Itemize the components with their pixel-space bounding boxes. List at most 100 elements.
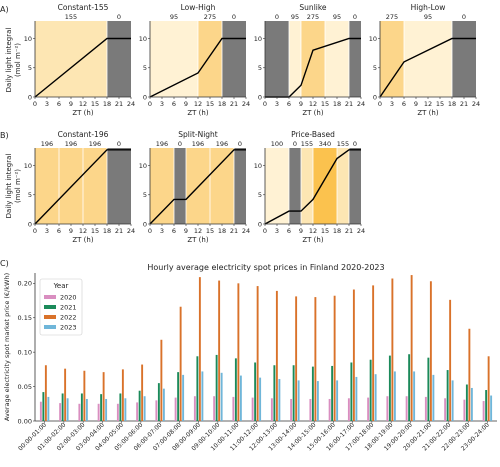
y-tick-label: 5: [143, 64, 147, 72]
light-segment: [313, 148, 337, 224]
panel-title: Low-High: [181, 3, 216, 12]
price-bar: [427, 357, 430, 421]
legend-label: 2023: [60, 324, 77, 332]
x-tick-label: 18: [103, 227, 111, 235]
segment-ppfd-label: 0: [293, 140, 297, 148]
x-tick-label: 15: [436, 100, 444, 108]
x-tick-label: 12: [424, 100, 432, 108]
segment-ppfd-label: 95: [170, 13, 178, 21]
price-bar: [295, 296, 298, 421]
x-tick-label: 3: [275, 227, 279, 235]
x-tick-label: 18: [103, 100, 111, 108]
price-bar: [251, 397, 254, 421]
segment-ppfd-label: 0: [275, 13, 279, 21]
price-bar: [449, 299, 452, 421]
price-bar: [487, 356, 490, 421]
price-bar: [328, 398, 331, 421]
price-bar: [141, 364, 144, 421]
price-bar: [485, 390, 488, 421]
x-tick-label: 0: [33, 227, 37, 235]
price-bar: [42, 392, 45, 421]
x-tick-label: 24: [357, 227, 365, 235]
light-segment: [83, 148, 107, 224]
segment-ppfd-label: 196: [65, 140, 77, 148]
y-tick-label: 10: [254, 162, 262, 170]
bar-y-tick-label: 0.15: [18, 314, 32, 322]
y-tick-label: 5: [28, 64, 32, 72]
x-tick-label: 15: [206, 227, 214, 235]
x-tick-label: 9: [299, 227, 303, 235]
x-tick-label: 15: [91, 227, 99, 235]
dli-line: [264, 149, 361, 225]
price-bar: [119, 393, 122, 421]
y-tick-label: 10: [369, 35, 377, 43]
segment-ppfd-label: 275: [204, 13, 216, 21]
dli-line: [34, 37, 131, 98]
price-bar: [83, 370, 86, 421]
light-segment: [289, 148, 301, 224]
panel-title: Price-Based: [291, 130, 335, 139]
price-bar: [468, 328, 471, 421]
price-bar: [254, 362, 257, 421]
segment-ppfd-label: 95: [291, 13, 299, 21]
x-tick-label: 12: [309, 100, 317, 108]
price-bar: [347, 398, 350, 421]
x-tick-label: 9: [299, 100, 303, 108]
row-b-ylabel: Daily light integral (mol m⁻²): [5, 154, 22, 219]
dli-line: [149, 149, 246, 225]
y-tick-label: 5: [143, 191, 147, 199]
x-tick-label: 6: [287, 100, 291, 108]
light-segment: [174, 148, 186, 224]
x-tick-label: 0: [148, 100, 152, 108]
x-tick-label: 0: [378, 100, 382, 108]
x-tick-label: 0: [263, 100, 267, 108]
bar-y-tick-label: 0.20: [18, 280, 32, 288]
price-bar: [64, 368, 67, 421]
price-bar: [278, 379, 281, 421]
x-tick-label: 21: [115, 227, 123, 235]
price-bar: [234, 358, 237, 421]
price-bar: [388, 355, 391, 421]
x-tick-label: 21: [345, 227, 353, 235]
y-tick-label: 0: [143, 220, 147, 228]
price-bar: [270, 398, 273, 421]
segment-ppfd-label: 0: [178, 140, 182, 148]
bar-y-tick-label: 0.10: [18, 348, 32, 356]
segment-ppfd-label: 340: [319, 140, 331, 148]
price-bar: [97, 403, 100, 421]
x-axis-label: ZT (h): [72, 109, 93, 117]
x-tick-label: 6: [57, 227, 61, 235]
price-bar: [61, 393, 64, 421]
y-tick-label: 0: [143, 93, 147, 101]
x-tick-label: 12: [309, 227, 317, 235]
y-tick-label: 0: [258, 220, 262, 228]
legend-frame: [39, 278, 83, 336]
price-bar: [116, 403, 119, 421]
price-bar: [78, 403, 81, 421]
light-segment: [265, 21, 289, 97]
x-tick-label: 3: [160, 227, 164, 235]
legend-label: 2021: [60, 304, 77, 312]
panel-label-c: C): [0, 259, 9, 268]
price-bar: [193, 396, 196, 421]
price-bar: [336, 380, 339, 421]
y-tick-label: 5: [258, 64, 262, 72]
legend-label: 2022: [60, 314, 77, 322]
price-bar: [59, 403, 62, 421]
x-tick-label: 21: [345, 100, 353, 108]
x-tick-label: 0: [148, 227, 152, 235]
price-bar: [105, 398, 108, 421]
segment-ppfd-label: 0: [353, 13, 357, 21]
x-tick-label: 3: [160, 100, 164, 108]
light-segment: [325, 21, 349, 97]
x-axis-label: ZT (h): [417, 109, 438, 117]
segment-ppfd-label: 155: [65, 13, 77, 21]
price-bar: [237, 283, 240, 421]
segment-ppfd-label: 95: [424, 13, 432, 21]
x-tick-label: 12: [79, 100, 87, 108]
panel-title: Constant-155: [58, 3, 109, 12]
price-bar: [410, 275, 413, 421]
